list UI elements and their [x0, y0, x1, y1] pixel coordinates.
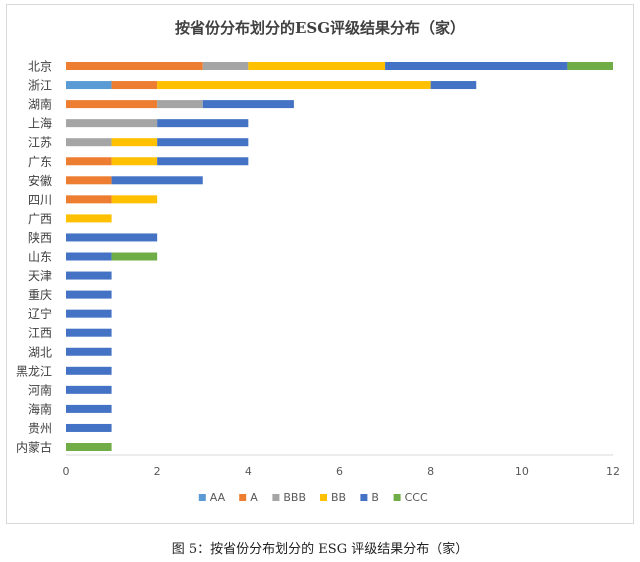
bar-segment-b — [157, 119, 249, 128]
bar-segment-aa — [66, 81, 112, 90]
legend-swatch-ccc — [393, 494, 401, 501]
bar-segment-ccc — [567, 62, 613, 70]
category-label: 江西 — [28, 326, 52, 340]
chart-frame: 按省份分布划分的ESG评级结果分布（家） 北京浙江湖南上海江苏广东安徽四川广西陕… — [6, 4, 634, 524]
bar-segment-bbb — [157, 100, 203, 109]
bar-segment-b — [111, 176, 203, 185]
bar-segment-ccc — [66, 443, 112, 451]
category-label: 内蒙古 — [16, 440, 52, 455]
bar-segment-b — [66, 309, 112, 318]
x-tick-label: 8 — [427, 465, 434, 478]
x-tick-label: 0 — [63, 465, 70, 478]
bar-segment-b — [66, 423, 112, 432]
bar-segment-b — [66, 404, 112, 413]
legend-label-bb: BB — [331, 491, 346, 504]
category-label: 北京 — [28, 60, 52, 74]
legend-label-bbb: BBB — [283, 491, 306, 504]
category-label: 山东 — [28, 250, 52, 264]
category-label: 安徽 — [28, 173, 52, 188]
category-label: 浙江 — [28, 79, 52, 93]
category-label: 重庆 — [28, 288, 52, 302]
category-label: 湖北 — [28, 344, 52, 359]
category-label: 贵州 — [28, 421, 52, 435]
bar-segment-b — [385, 62, 568, 70]
legend-label-b: B — [371, 491, 379, 504]
legend-label-a: A — [250, 491, 258, 504]
bar-segment-bb — [248, 62, 386, 70]
stacked-bar-chart: 按省份分布划分的ESG评级结果分布（家） 北京浙江湖南上海江苏广东安徽四川广西陕… — [16, 19, 621, 504]
bar-segment-bbb — [66, 138, 112, 147]
x-tick-label: 2 — [154, 465, 161, 478]
bar-segment-b — [66, 328, 112, 337]
category-label: 上海 — [28, 116, 52, 131]
category-label: 广东 — [28, 155, 52, 169]
legend-swatch-b — [360, 494, 368, 501]
category-label: 湖南 — [28, 97, 52, 112]
bar-segment-bb — [111, 195, 158, 204]
category-label: 辽宁 — [28, 306, 52, 321]
bar-segment-a — [111, 81, 158, 90]
category-label: 陕西 — [28, 230, 52, 245]
bar-segment-bb — [111, 138, 158, 147]
bars-layer — [66, 62, 613, 451]
figure-caption: 图 5：按省份分布划分的 ESG 评级结果分布（家） — [171, 542, 469, 557]
bar-segment-bbb — [202, 62, 249, 70]
bar-segment-bbb — [66, 119, 158, 128]
x-tick-label: 6 — [336, 465, 343, 478]
bar-segment-a — [66, 176, 112, 185]
legend-label-aa: AA — [210, 491, 226, 504]
bar-segment-b — [66, 347, 112, 356]
bar-segment-b — [66, 233, 158, 242]
category-labels: 北京浙江湖南上海江苏广东安徽四川广西陕西山东天津重庆辽宁江西湖北黑龙江河南海南贵… — [16, 60, 52, 455]
legend-swatch-bb — [320, 494, 327, 501]
category-label: 江苏 — [28, 136, 52, 150]
bar-segment-b — [157, 138, 249, 147]
category-label: 天津 — [28, 269, 52, 283]
bar-segment-bb — [111, 157, 158, 166]
bar-segment-b — [202, 100, 294, 109]
bar-segment-a — [66, 195, 112, 204]
legend-swatch-a — [239, 494, 247, 501]
x-tick-labels: 0 2 4 6 8 10 12 — [63, 465, 621, 478]
bar-segment-ccc — [111, 252, 158, 261]
bar-segment-a — [66, 100, 158, 109]
chart-title: 按省份分布划分的ESG评级结果分布（家） — [175, 19, 465, 37]
category-label: 四川 — [28, 193, 52, 207]
bar-segment-b — [430, 81, 477, 90]
legend-swatch-aa — [198, 494, 206, 501]
category-label: 黑龙江 — [16, 364, 52, 378]
bar-segment-b — [66, 385, 112, 394]
legend-swatch-bbb — [272, 494, 280, 501]
x-tick-label: 12 — [606, 465, 620, 478]
x-tick-label: 4 — [245, 465, 252, 478]
bar-segment-a — [66, 62, 203, 70]
bar-segment-bb — [157, 81, 431, 90]
bar-segment-b — [66, 271, 112, 280]
bar-segment-bb — [66, 214, 112, 223]
legend-label-ccc: CCC — [405, 491, 428, 504]
category-label: 广西 — [28, 212, 52, 226]
bar-segment-b — [157, 157, 249, 166]
bar-segment-a — [66, 157, 112, 166]
x-tick-label: 10 — [515, 465, 529, 478]
bar-segment-b — [66, 252, 112, 261]
bar-segment-b — [66, 290, 112, 299]
category-label: 河南 — [28, 382, 52, 397]
category-label: 海南 — [28, 401, 52, 416]
bar-segment-b — [66, 366, 112, 375]
legend: AA A BBB BB B CCC — [198, 491, 428, 504]
